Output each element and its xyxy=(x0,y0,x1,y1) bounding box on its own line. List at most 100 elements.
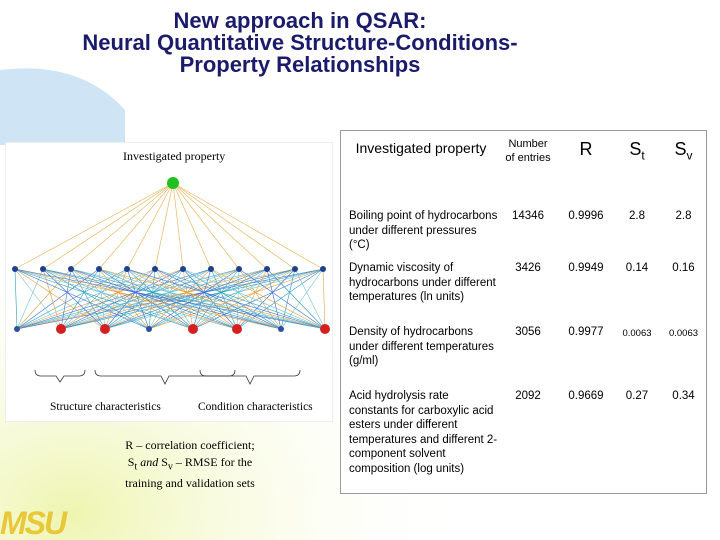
title: New approach in QSAR: Neural Quantitativ… xyxy=(0,10,600,76)
link xyxy=(154,182,174,270)
link xyxy=(60,268,324,330)
link xyxy=(154,268,326,330)
link xyxy=(14,182,174,270)
link xyxy=(60,268,240,330)
link xyxy=(16,268,268,330)
link xyxy=(42,268,326,330)
link xyxy=(182,268,326,330)
header-cell: Sv xyxy=(661,139,706,163)
link xyxy=(60,268,184,330)
title-line: Property Relationships xyxy=(179,52,421,77)
hidden-node xyxy=(124,266,130,272)
table-cell: 2.8 xyxy=(675,210,692,222)
text: t xyxy=(134,461,138,473)
text: v xyxy=(686,148,693,163)
link xyxy=(210,268,326,330)
link xyxy=(104,268,184,330)
text: S xyxy=(629,139,642,159)
link xyxy=(148,268,156,330)
link xyxy=(172,182,240,270)
note-line: R – correlation coefficient; xyxy=(125,438,255,452)
table-cell: Density of hydrocarbons under different … xyxy=(349,326,494,367)
table-cell: Acid hydrolysis rate constants for carbo… xyxy=(349,390,498,475)
hidden-node xyxy=(12,266,18,272)
header-cell: St xyxy=(613,139,661,163)
input-node xyxy=(188,324,198,334)
link xyxy=(14,268,106,330)
link xyxy=(266,268,326,330)
hidden-node xyxy=(180,266,186,272)
link xyxy=(172,182,324,270)
table-cell: 0.0063 xyxy=(668,328,699,339)
table-cell: 2.8 xyxy=(629,210,645,222)
hidden-node xyxy=(320,266,326,272)
link xyxy=(182,268,194,330)
link xyxy=(98,268,238,330)
link xyxy=(70,268,326,330)
link xyxy=(98,268,194,330)
header-cell: Number of entries xyxy=(505,138,551,164)
link xyxy=(14,268,326,330)
link xyxy=(98,268,106,330)
link xyxy=(172,182,296,270)
table-cell: 0.0063 xyxy=(622,328,652,339)
title-line: New approach in QSAR: xyxy=(173,8,427,33)
link xyxy=(70,268,282,330)
link xyxy=(182,268,282,330)
text: t xyxy=(641,148,645,163)
link xyxy=(104,268,296,330)
link xyxy=(238,268,326,330)
hidden-node xyxy=(236,266,242,272)
link xyxy=(16,268,100,330)
link xyxy=(16,268,184,330)
link xyxy=(98,182,174,270)
link xyxy=(172,182,184,270)
table-cell: Dynamic viscosity of hydrocarbons under … xyxy=(349,262,496,303)
table: Investigated property Number of entries … xyxy=(340,130,707,494)
text: S xyxy=(161,455,168,469)
hidden-node xyxy=(96,266,102,272)
link xyxy=(126,268,282,330)
table-cell: 0.9949 xyxy=(568,262,604,274)
link xyxy=(16,268,128,330)
table-cell: 0.14 xyxy=(625,262,649,274)
note-line: training and validation sets xyxy=(125,476,255,491)
link xyxy=(16,268,240,330)
input-node xyxy=(56,324,66,334)
header-cell: R xyxy=(579,139,593,159)
table-cell: 3426 xyxy=(515,262,541,274)
link xyxy=(154,268,282,330)
link xyxy=(42,268,238,330)
link xyxy=(14,268,62,330)
diagram-label: Investigated property xyxy=(123,149,225,163)
link xyxy=(148,268,184,330)
title-line: Neural Quantitative Structure-Conditions… xyxy=(82,30,518,55)
hidden-node xyxy=(68,266,74,272)
link xyxy=(60,268,100,330)
link xyxy=(14,268,18,330)
link xyxy=(210,268,282,330)
link xyxy=(126,182,174,270)
output-node xyxy=(167,177,179,189)
link xyxy=(70,268,106,330)
link xyxy=(60,268,72,330)
link xyxy=(148,268,212,330)
link xyxy=(126,268,150,330)
diagram-label: Structure characteristics xyxy=(50,401,161,413)
link xyxy=(14,268,150,330)
network-diagram: Investigated property Structure characte… xyxy=(5,142,333,422)
link xyxy=(148,268,324,330)
link xyxy=(60,268,296,330)
link xyxy=(70,268,150,330)
link xyxy=(126,268,238,330)
link xyxy=(42,182,174,270)
table-cell: 0.16 xyxy=(672,262,695,274)
link xyxy=(42,268,62,330)
table-cell: 3056 xyxy=(515,326,541,338)
link xyxy=(154,268,238,330)
link xyxy=(70,268,238,330)
link xyxy=(60,268,268,330)
link xyxy=(60,268,128,330)
table-cell: 0.9996 xyxy=(568,210,604,222)
link xyxy=(70,182,174,270)
